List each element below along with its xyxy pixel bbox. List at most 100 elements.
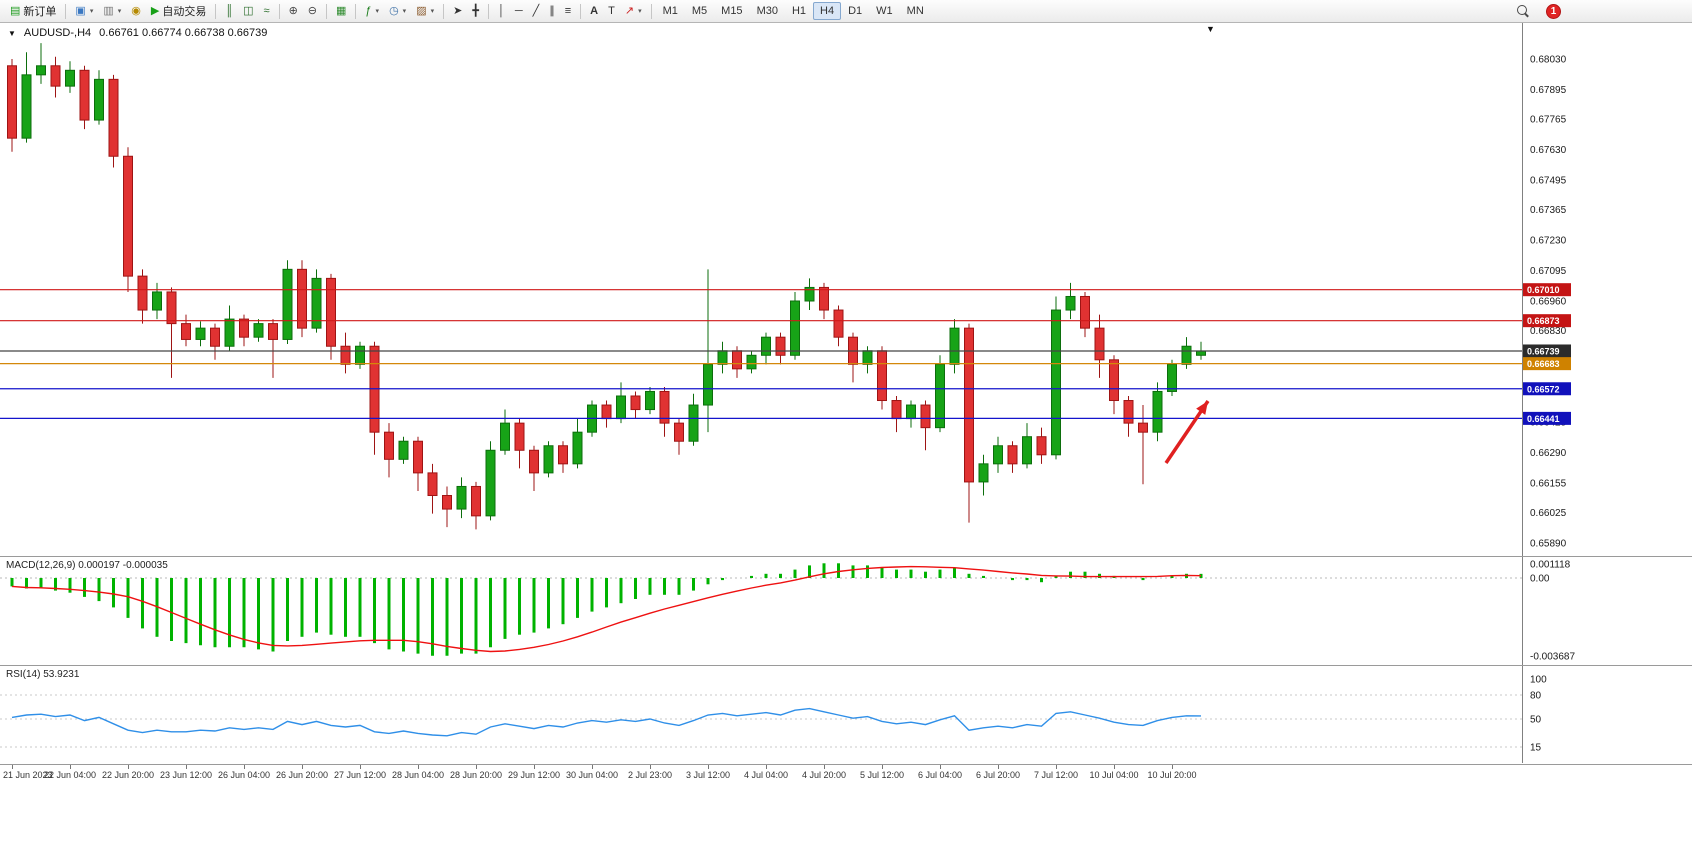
horizontal-level-lines[interactable]: 0.67010 0.66873 0.66739 0.66683 0.66572 0.664… bbox=[0, 283, 1571, 425]
fibonacci-tool-button[interactable]: ≡ bbox=[560, 4, 576, 19]
svg-text:0.66873: 0.66873 bbox=[1527, 316, 1560, 326]
time-label: 28 Jun 20:00 bbox=[449, 770, 503, 780]
autoscroll-marker-icon[interactable]: ▼ bbox=[1206, 24, 1215, 34]
candlesticks bbox=[7, 43, 1206, 530]
arrows-tool-icon: ↗ bbox=[624, 4, 635, 17]
price-badge bbox=[1523, 357, 1571, 371]
text-label-icon: T bbox=[608, 4, 615, 17]
line-chart-button[interactable]: ≈ bbox=[259, 4, 275, 19]
timeframe-h4-button[interactable]: H4 bbox=[813, 2, 842, 20]
svg-text:-0.003687: -0.003687 bbox=[1530, 652, 1575, 663]
bar-chart-button[interactable]: ║ bbox=[220, 4, 238, 19]
svg-text:0.65890: 0.65890 bbox=[1530, 538, 1567, 549]
arrows-tool-button[interactable]: ↗ ▾ bbox=[620, 4, 647, 19]
macd-panel-splitter[interactable] bbox=[0, 556, 1692, 557]
svg-text:100: 100 bbox=[1530, 675, 1547, 686]
tile-windows-button[interactable]: ▦ bbox=[331, 4, 351, 19]
indicators-button[interactable]: ƒ ▾ bbox=[360, 4, 384, 19]
chart-ohlc-quote: 0.66761 0.66774 0.66738 0.66739 bbox=[99, 27, 268, 39]
vertical-line-icon: │ bbox=[497, 4, 505, 17]
trendline-icon: ╱ bbox=[532, 4, 540, 17]
price-axis-labels: 0.68030 0.67895 0.67765 0.67630 0.67495 0.673… bbox=[1530, 55, 1567, 550]
chart-menu-icon[interactable]: ▼ bbox=[8, 28, 16, 38]
time-label: 22 Jun 20:00 bbox=[101, 770, 155, 780]
profiles-icon: ▥ bbox=[103, 4, 114, 17]
chart-title-bar: ▼ AUDUSD-,H4 0.66761 0.66774 0.66738 0.6… bbox=[8, 27, 267, 39]
timeframe-m1-button[interactable]: M1 bbox=[662, 5, 678, 17]
timeframe-m15-button[interactable]: M15 bbox=[721, 5, 743, 17]
toolbar-separator bbox=[278, 3, 280, 19]
time-label: 29 Jun 12:00 bbox=[507, 770, 561, 780]
horizontal-line-tool-button[interactable]: ─ bbox=[510, 4, 528, 19]
zoom-in-button[interactable]: ⊕ bbox=[284, 4, 303, 19]
vertical-line-tool-button[interactable]: │ bbox=[493, 4, 510, 19]
periods-clock-icon: ◷ bbox=[389, 4, 399, 17]
new-chart-button[interactable]: ▣ ▾ bbox=[70, 4, 98, 19]
svg-text:0.67630: 0.67630 bbox=[1530, 145, 1567, 156]
rsi-panel[interactable]: 100 80 50 15 bbox=[0, 666, 1692, 763]
time-tick bbox=[1172, 765, 1173, 769]
time-label: 26 Jun 04:00 bbox=[217, 770, 271, 780]
macd-panel[interactable]: 0.001118 0.00 -0.003687 bbox=[0, 557, 1692, 665]
svg-text:0.67010: 0.67010 bbox=[1527, 285, 1560, 295]
rsi-indicator-label: RSI(14) 53.9231 bbox=[6, 669, 80, 680]
svg-text:0.66155: 0.66155 bbox=[1530, 479, 1567, 490]
timeframe-h1-button[interactable]: H1 bbox=[791, 5, 807, 17]
time-axis[interactable]: 21 Jun 2023 22 Jun 04:00 22 Jun 20:00 23 Ju… bbox=[0, 764, 1692, 784]
timeframe-w1-button[interactable]: W1 bbox=[876, 5, 893, 17]
svg-text:0.68030: 0.68030 bbox=[1530, 55, 1567, 66]
time-tick bbox=[476, 765, 477, 769]
time-label: 2 Jul 23:00 bbox=[627, 770, 673, 780]
timeframe-mn-button[interactable]: MN bbox=[906, 5, 924, 17]
time-tick bbox=[998, 765, 999, 769]
notification-badge[interactable]: 1 bbox=[1546, 3, 1561, 19]
periods-button[interactable]: ◷ ▾ bbox=[384, 4, 411, 19]
svg-text:0.67230: 0.67230 bbox=[1530, 235, 1567, 246]
new-order-icon: ▤ bbox=[10, 4, 21, 17]
autotrading-button[interactable]: ▶ 自动交易 bbox=[146, 1, 211, 21]
time-tick bbox=[12, 765, 13, 769]
time-tick bbox=[534, 765, 535, 769]
text-tool-button[interactable]: A bbox=[585, 4, 603, 19]
templates-button[interactable]: ▨ ▾ bbox=[411, 4, 439, 19]
timeframe-m30-button[interactable]: M30 bbox=[756, 5, 778, 17]
timeframe-d1-button[interactable]: D1 bbox=[848, 5, 863, 17]
time-tick bbox=[70, 765, 71, 769]
time-label: 26 Jun 20:00 bbox=[275, 770, 329, 780]
time-tick bbox=[766, 765, 767, 769]
chart-symbol-period: AUDUSD-,H4 bbox=[23, 27, 92, 39]
profiles-button[interactable]: ▥ ▾ bbox=[98, 4, 126, 19]
annotation-arrow[interactable] bbox=[1164, 400, 1210, 464]
toolbar-separator bbox=[650, 3, 652, 19]
autotrading-play-icon: ▶ bbox=[150, 4, 160, 17]
macd-histogram bbox=[10, 563, 1203, 656]
time-label: 22 Jun 04:00 bbox=[43, 770, 97, 780]
text-label-tool-button[interactable]: T bbox=[603, 4, 620, 19]
crosshair-icon: ╋ bbox=[472, 4, 479, 17]
zoom-in-icon: ⊕ bbox=[288, 4, 298, 17]
crosshair-tool-button[interactable]: ╋ bbox=[467, 4, 484, 19]
cursor-tool-button[interactable]: ➤ bbox=[448, 4, 467, 19]
price-badge bbox=[1523, 411, 1571, 425]
timeframe-m5-button[interactable]: M5 bbox=[691, 5, 708, 17]
toolbar-separator bbox=[355, 3, 357, 19]
time-label: 28 Jun 04:00 bbox=[391, 770, 445, 780]
rsi-panel-splitter[interactable] bbox=[0, 665, 1692, 666]
cursor-icon: ➤ bbox=[453, 4, 463, 17]
new-chart-icon: ▣ bbox=[75, 4, 86, 17]
channel-tool-button[interactable]: ∥ bbox=[544, 4, 560, 19]
candlestick-chart-button[interactable]: ◫ bbox=[238, 4, 258, 19]
price-chart[interactable]: 0.68030 0.67895 0.67765 0.67630 0.67495 0.673… bbox=[0, 23, 1692, 556]
macd-indicator-label: MACD(12,26,9) 0.000197 -0.000035 bbox=[6, 560, 168, 571]
chevron-down-icon: ▾ bbox=[430, 8, 435, 15]
chevron-down-icon: ▾ bbox=[638, 8, 642, 15]
market-watch-button[interactable]: ◉ bbox=[126, 4, 146, 19]
new-order-button[interactable]: ▤ 新订单 bbox=[5, 1, 61, 21]
zoom-out-button[interactable]: ⊖ bbox=[303, 4, 322, 19]
time-label: 27 Jun 12:00 bbox=[333, 770, 387, 780]
time-label: 4 Jul 20:00 bbox=[801, 770, 847, 780]
time-tick bbox=[650, 765, 651, 769]
search-icon[interactable] bbox=[1517, 4, 1530, 18]
trendline-tool-button[interactable]: ╱ bbox=[528, 4, 545, 19]
